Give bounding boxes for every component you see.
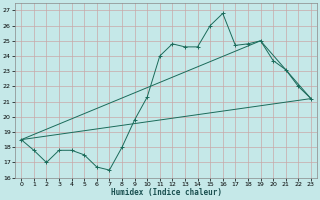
X-axis label: Humidex (Indice chaleur): Humidex (Indice chaleur) [111, 188, 221, 197]
